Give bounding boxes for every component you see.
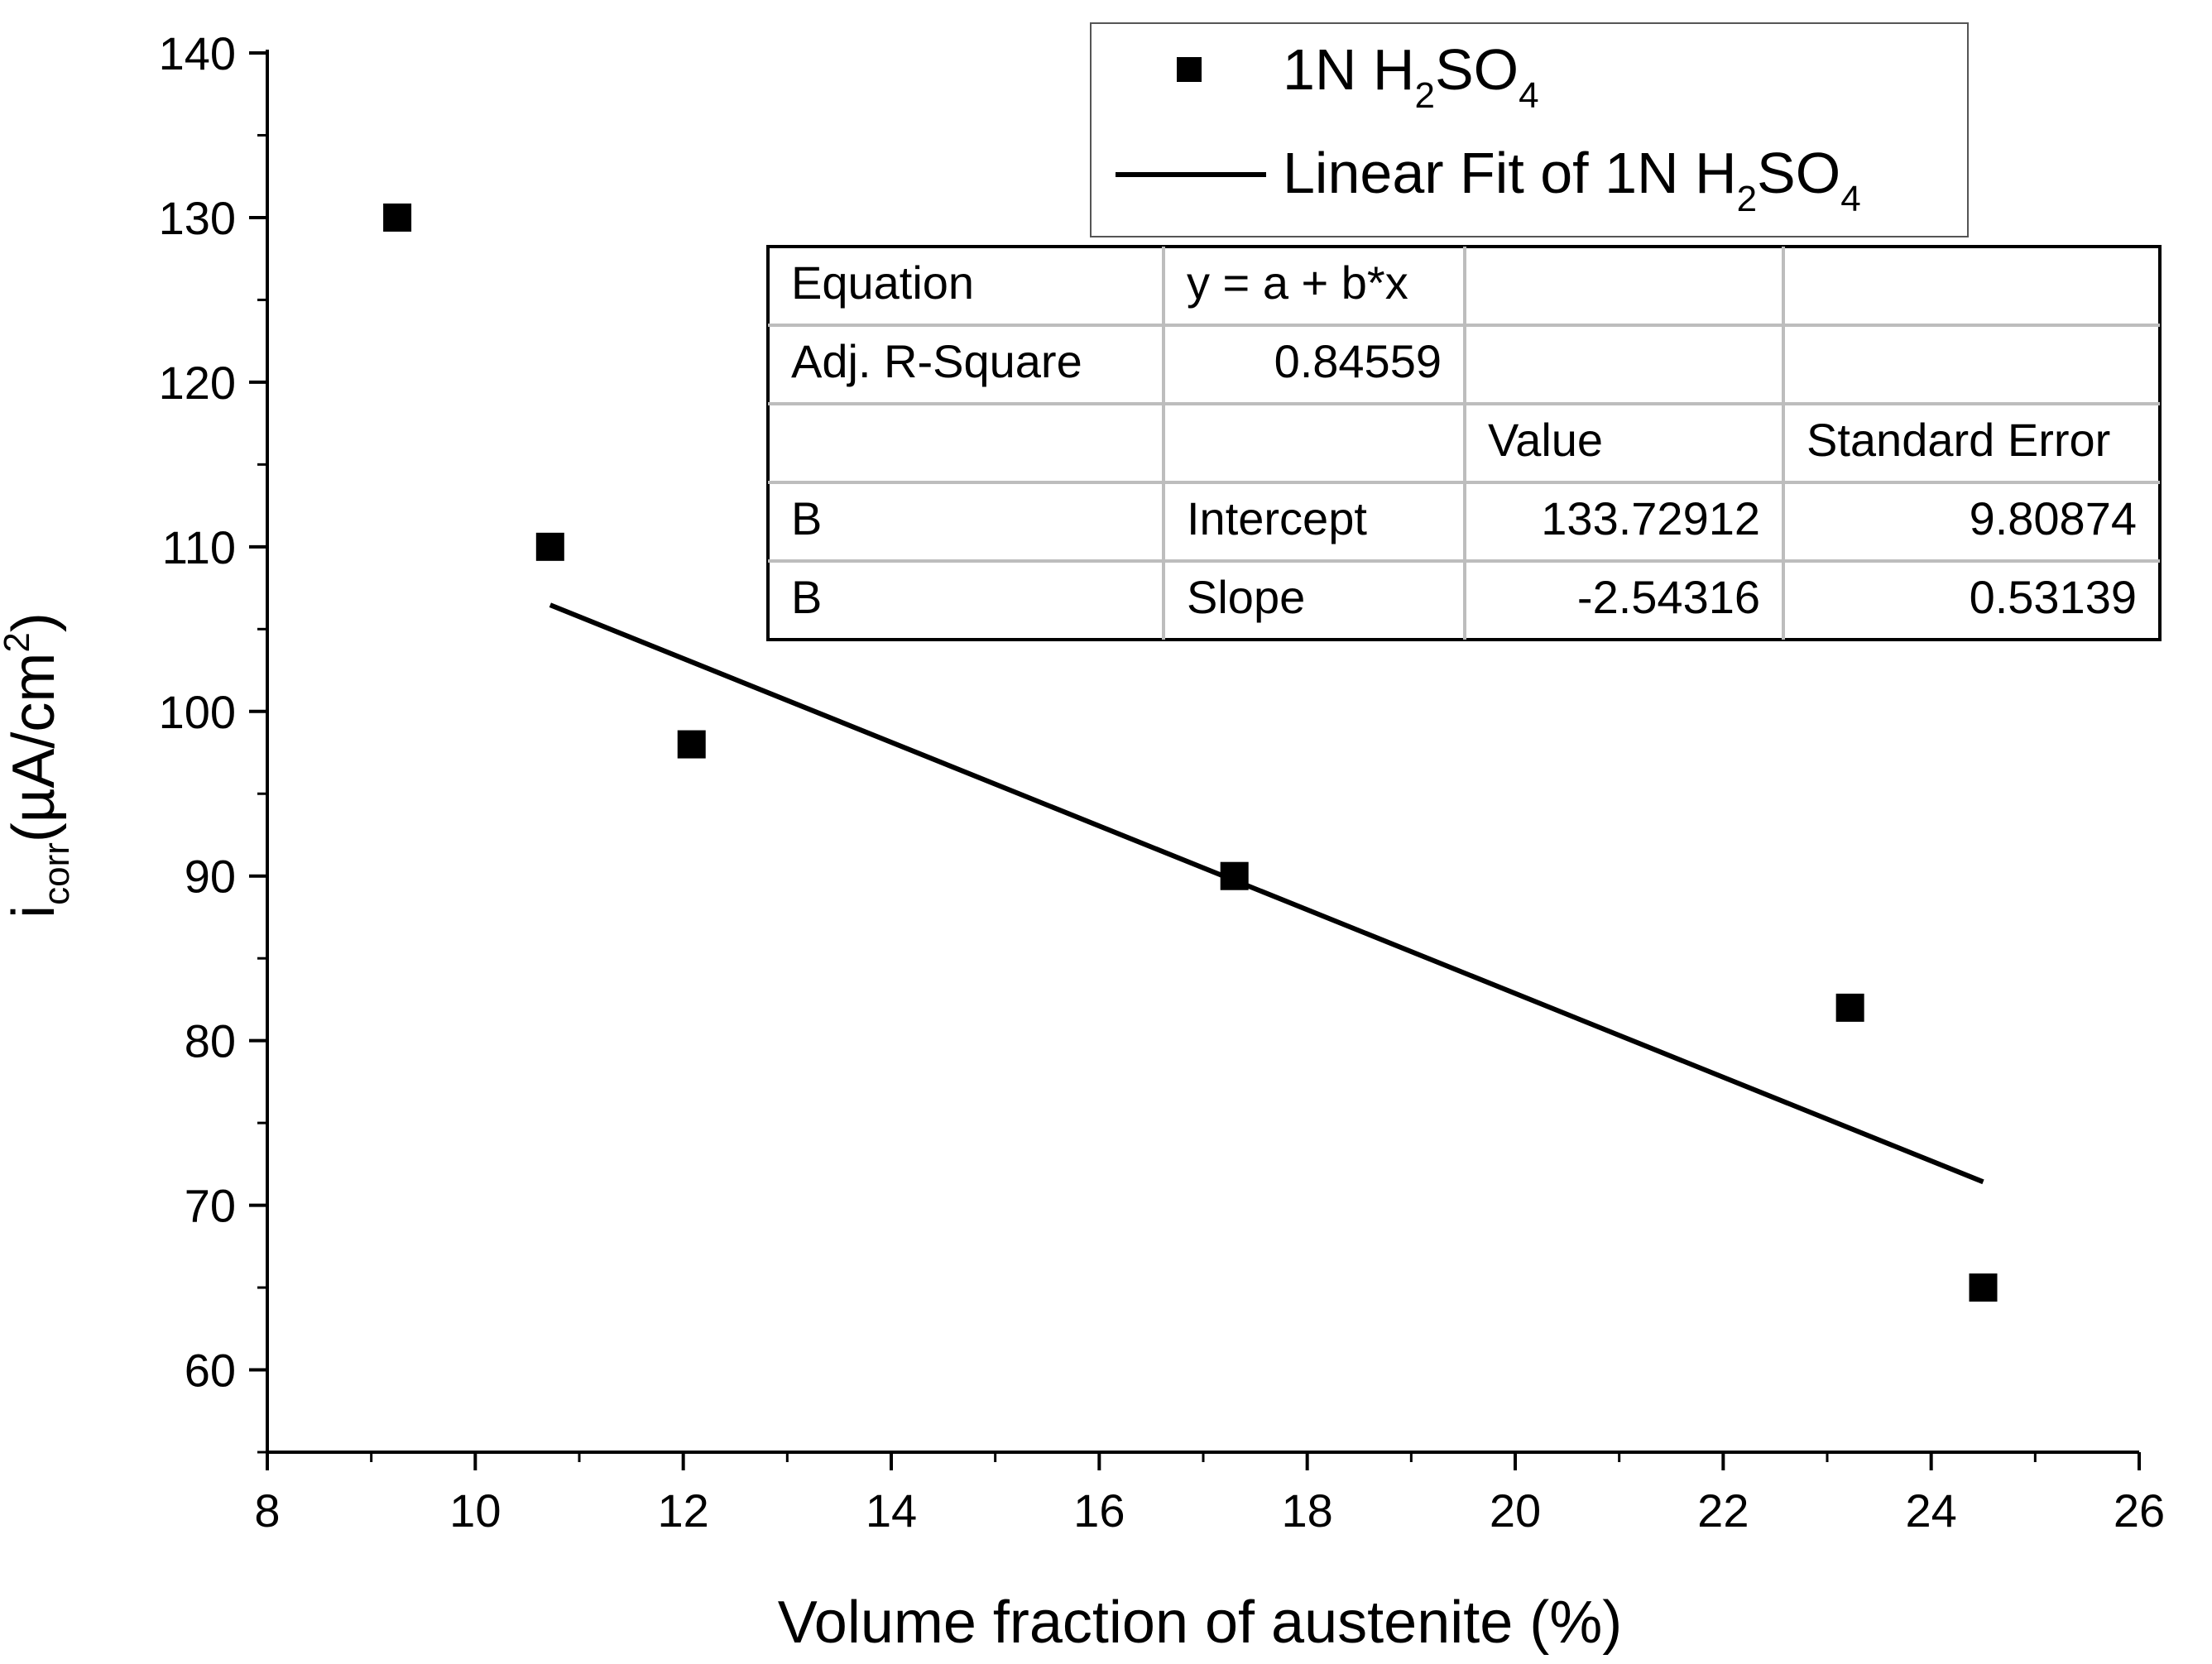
- data-point: [535, 532, 564, 561]
- stats-cell: Intercept: [1187, 492, 1367, 544]
- y-tick-label: 70: [185, 1180, 236, 1232]
- legend-marker-square: [1177, 57, 1202, 82]
- data-point: [1220, 861, 1249, 890]
- legend-label-fit: Linear Fit of 1N H2SO4: [1283, 141, 1861, 219]
- linear-fit-line: [549, 602, 1984, 1185]
- stats-cell: 9.80874: [1970, 492, 2137, 544]
- x-tick-label: 16: [1073, 1484, 1125, 1537]
- x-tick-label: 8: [254, 1484, 280, 1537]
- x-tick-label: 12: [658, 1484, 709, 1537]
- y-axis-title: icorr(µA/cm2): [0, 612, 77, 918]
- y-tick-label: 130: [159, 192, 236, 244]
- x-tick-label: 18: [1282, 1484, 1333, 1537]
- stats-cell: y = a + b*x: [1187, 257, 1408, 309]
- stats-cell: 0.84559: [1274, 335, 1442, 387]
- stats-cell: B: [791, 571, 822, 623]
- stats-cell: Equation: [791, 257, 974, 309]
- data-point: [677, 730, 706, 759]
- fit-layer: [549, 602, 1984, 1185]
- y-tick-label: 140: [159, 27, 236, 79]
- svg-text:icorr(µA/cm2): icorr(µA/cm2): [0, 612, 77, 918]
- x-tick-label: 24: [1906, 1484, 1957, 1537]
- x-tick-label: 14: [866, 1484, 917, 1537]
- stats-cell: Slope: [1187, 571, 1305, 623]
- y-tick-label: 60: [185, 1345, 236, 1397]
- y-tick-label: 80: [185, 1015, 236, 1067]
- y-axis-title-unit: (µA/cm: [1, 653, 67, 842]
- y-tick-label: 120: [159, 357, 236, 409]
- stats-cell: 0.53139: [1970, 571, 2137, 623]
- legend-box: [1090, 22, 1969, 237]
- fit-statistics-table: Equation y = a + b*x Adj. R-Square 0.84559 V…: [766, 245, 2162, 641]
- stats-cell: -2.54316: [1577, 571, 1760, 623]
- stats-cell: Value: [1488, 414, 1603, 466]
- stats-cell: Standard Error: [1807, 414, 2110, 466]
- y-axis-title-sub: corr: [36, 842, 77, 905]
- stats-cell: Adj. R-Square: [791, 335, 1082, 387]
- axes-layer: 8 10 12 14 16 18 20 22 24 26 60 70 80 90 100 110 120 130 1…: [159, 27, 2166, 1537]
- data-point: [383, 203, 412, 232]
- y-tick-label: 90: [185, 851, 236, 903]
- y-tick-label: 100: [159, 686, 236, 738]
- y-axis-title-sup: 2: [0, 632, 37, 652]
- stats-cell: B: [791, 492, 822, 544]
- data-point: [1969, 1273, 1998, 1302]
- y-axis-title-main: i: [1, 905, 67, 918]
- x-tick-label: 20: [1490, 1484, 1541, 1537]
- x-axis-title: Volume fraction of austenite (%): [778, 1590, 1623, 1656]
- y-tick-label: 110: [162, 521, 236, 573]
- x-tick-label: 26: [2114, 1484, 2165, 1537]
- legend-label-series: 1N H2SO4: [1283, 37, 1539, 116]
- legend: 1N H2SO4 Linear Fit of 1N H2SO4: [1090, 22, 1969, 237]
- points-layer: [383, 203, 1998, 1302]
- x-tick-label: 10: [449, 1484, 501, 1537]
- data-point: [1835, 993, 1864, 1022]
- stats-cell: 133.72912: [1541, 492, 1760, 544]
- y-axis-title-close: ): [1, 612, 67, 632]
- x-tick-label: 22: [1697, 1484, 1749, 1537]
